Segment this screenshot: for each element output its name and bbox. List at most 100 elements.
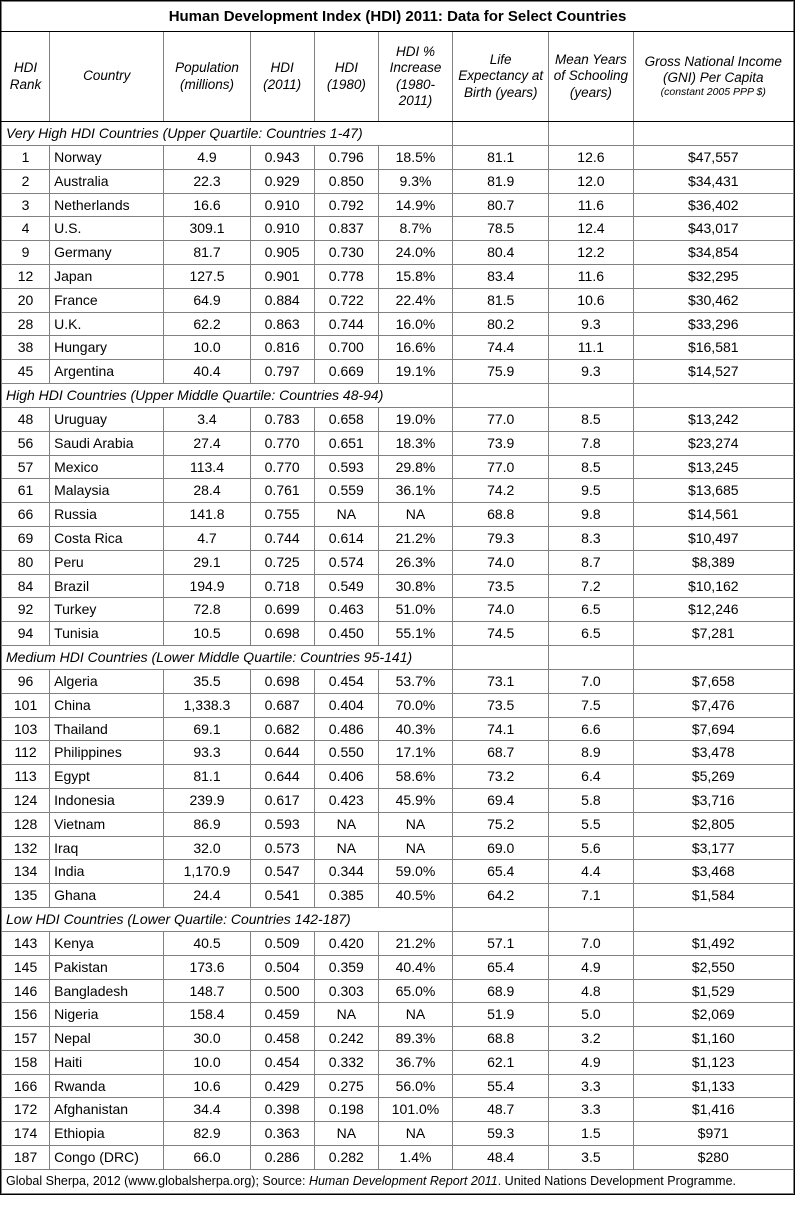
cell-value: 96: [2, 669, 50, 693]
cell-value: 0.722: [314, 288, 378, 312]
section-blank-cell: [453, 383, 549, 407]
cell-value: 0.658: [314, 407, 378, 431]
cell-value: 4.7: [164, 526, 250, 550]
cell-value: 9.3: [549, 312, 633, 336]
table-row: 103Thailand69.10.6820.48640.3%74.16.6$7,…: [2, 717, 794, 741]
cell-value: 0.682: [250, 717, 314, 741]
table-row: 187Congo (DRC)66.00.2860.2821.4%48.43.5$…: [2, 1146, 794, 1170]
cell-value: 0.761: [250, 479, 314, 503]
cell-value: $280: [633, 1146, 793, 1170]
cell-value: 69.1: [164, 717, 250, 741]
cell-value: 4.9: [164, 146, 250, 170]
cell-value: 0.778: [314, 264, 378, 288]
cell-value: 57: [2, 455, 50, 479]
cell-value: 10.5: [164, 622, 250, 646]
cell-value: 24.4: [164, 884, 250, 908]
cell-value: 0.718: [250, 574, 314, 598]
cell-country: France: [50, 288, 164, 312]
cell-country: Germany: [50, 241, 164, 265]
cell-value: 11.1: [549, 336, 633, 360]
cell-value: 48.7: [453, 1098, 549, 1122]
cell-value: 7.8: [549, 431, 633, 455]
cell-value: 86.9: [164, 812, 250, 836]
cell-value: 68.7: [453, 741, 549, 765]
table-row: 20France64.90.8840.72222.4%81.510.6$30,4…: [2, 288, 794, 312]
cell-value: $43,017: [633, 217, 793, 241]
cell-country: Egypt: [50, 765, 164, 789]
table-row: 57Mexico113.40.7700.59329.8%77.08.5$13,2…: [2, 455, 794, 479]
table-row: 101China1,338.30.6870.40470.0%73.57.5$7,…: [2, 693, 794, 717]
cell-value: 12.4: [549, 217, 633, 241]
cell-value: 65.4: [453, 860, 549, 884]
cell-value: 24.0%: [378, 241, 452, 265]
cell-value: 0.744: [314, 312, 378, 336]
cell-value: 0.698: [250, 622, 314, 646]
cell-country: Nigeria: [50, 1003, 164, 1027]
cell-value: 65.4: [453, 955, 549, 979]
cell-value: 6.5: [549, 622, 633, 646]
table-row: 156Nigeria158.40.459NANA51.95.0$2,069: [2, 1003, 794, 1027]
cell-value: 103: [2, 717, 50, 741]
cell-value: 16.6: [164, 193, 250, 217]
table-row: 174Ethiopia82.90.363NANA59.31.5$971: [2, 1122, 794, 1146]
cell-value: 77.0: [453, 407, 549, 431]
cell-value: 4: [2, 217, 50, 241]
cell-value: 0.863: [250, 312, 314, 336]
cell-value: 18.5%: [378, 146, 452, 170]
cell-value: 146: [2, 979, 50, 1003]
cell-value: 14.9%: [378, 193, 452, 217]
cell-value: $33,296: [633, 312, 793, 336]
cell-value: 93.3: [164, 741, 250, 765]
cell-value: 81.1: [164, 765, 250, 789]
cell-value: 0.282: [314, 1146, 378, 1170]
cell-value: 0.459: [250, 1003, 314, 1027]
cell-value: 3.2: [549, 1027, 633, 1051]
cell-value: 58.6%: [378, 765, 452, 789]
table-row: 84Brazil194.90.7180.54930.8%73.57.2$10,1…: [2, 574, 794, 598]
col-header-hdi-1980: HDI (1980): [314, 32, 378, 122]
cell-value: 56: [2, 431, 50, 455]
table-row: 113Egypt81.10.6440.40658.6%73.26.4$5,269: [2, 765, 794, 789]
cell-value: 80.7: [453, 193, 549, 217]
cell-value: 22.4%: [378, 288, 452, 312]
section-blank-cell: [453, 645, 549, 669]
cell-value: 0.363: [250, 1122, 314, 1146]
cell-value: 73.5: [453, 693, 549, 717]
cell-value: 3.3: [549, 1098, 633, 1122]
cell-value: 34.4: [164, 1098, 250, 1122]
footer-row: Global Sherpa, 2012 (www.globalsherpa.or…: [2, 1169, 794, 1193]
section-label: Low HDI Countries (Lower Quartile: Count…: [2, 907, 453, 931]
cell-country: Costa Rica: [50, 526, 164, 550]
cell-value: 0.910: [250, 217, 314, 241]
col-header-schooling: Mean Years of Schooling (years): [549, 32, 633, 122]
cell-value: 156: [2, 1003, 50, 1027]
table-row: 1Norway4.90.9430.79618.5%81.112.6$47,557: [2, 146, 794, 170]
cell-value: 10.0: [164, 1050, 250, 1074]
cell-value: 0.884: [250, 288, 314, 312]
cell-value: 74.0: [453, 550, 549, 574]
cell-value: 9.5: [549, 479, 633, 503]
cell-value: NA: [378, 836, 452, 860]
cell-value: 7.5: [549, 693, 633, 717]
hdi-table-wrapper: Human Development Index (HDI) 2011: Data…: [0, 0, 795, 1195]
cell-value: 12: [2, 264, 50, 288]
cell-value: NA: [314, 1122, 378, 1146]
cell-country: Algeria: [50, 669, 164, 693]
cell-value: 1.4%: [378, 1146, 452, 1170]
cell-value: 73.2: [453, 765, 549, 789]
table-row: 45Argentina40.40.7970.66919.1%75.99.3$14…: [2, 360, 794, 384]
table-row: 128Vietnam86.90.593NANA75.25.5$2,805: [2, 812, 794, 836]
table-row: 145Pakistan173.60.5040.35940.4%65.44.9$2…: [2, 955, 794, 979]
cell-value: 65.0%: [378, 979, 452, 1003]
cell-country: Indonesia: [50, 788, 164, 812]
cell-value: 0.593: [250, 812, 314, 836]
table-title: Human Development Index (HDI) 2011: Data…: [2, 2, 794, 32]
cell-country: Haiti: [50, 1050, 164, 1074]
cell-value: 0.837: [314, 217, 378, 241]
cell-value: 8.7%: [378, 217, 452, 241]
cell-value: 0.910: [250, 193, 314, 217]
table-row: 94Tunisia10.50.6980.45055.1%74.56.5$7,28…: [2, 622, 794, 646]
cell-value: 16.0%: [378, 312, 452, 336]
cell-value: 0.332: [314, 1050, 378, 1074]
cell-value: 7.1: [549, 884, 633, 908]
